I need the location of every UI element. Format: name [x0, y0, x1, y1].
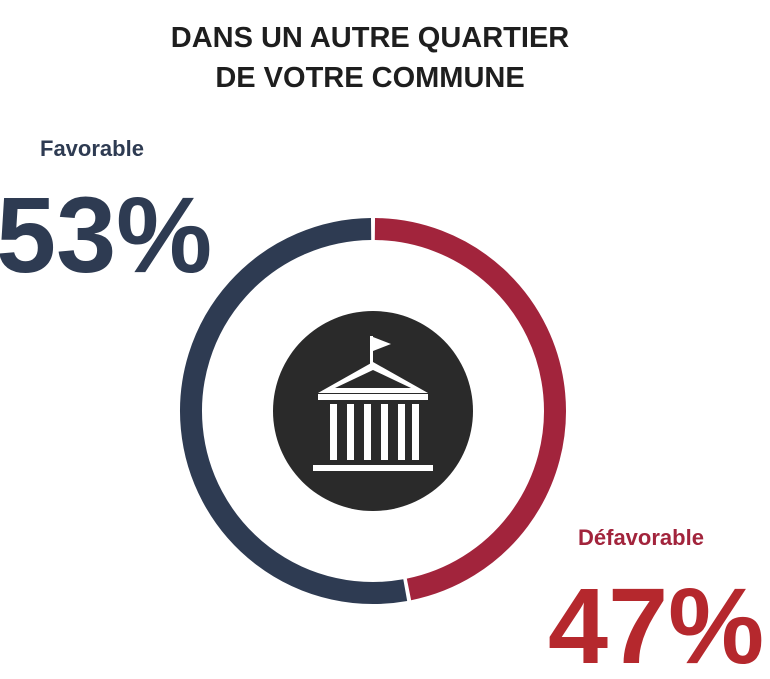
donut-segment: [180, 218, 408, 604]
value-label: 47%: [548, 565, 764, 679]
legend-label: Défavorable: [578, 525, 704, 550]
chart-title: DANS UN AUTRE QUARTIER DE VOTRE COMMUNE: [170, 22, 570, 94]
value-label: 53%: [0, 174, 212, 295]
center-circle: [273, 311, 473, 511]
legend-label: Favorable: [40, 136, 144, 161]
building-icon: [313, 336, 433, 471]
donut-segment: [374, 218, 566, 601]
